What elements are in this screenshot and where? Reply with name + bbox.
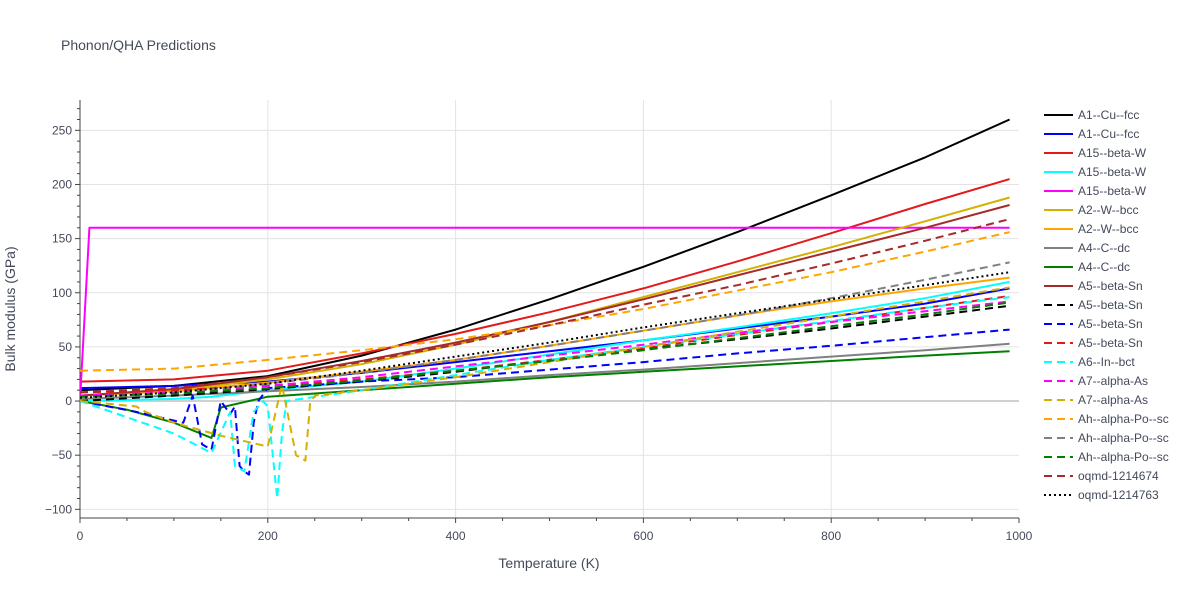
y-tick-label: 50 bbox=[59, 340, 73, 354]
legend-label[interactable]: A15--beta-W bbox=[1078, 165, 1147, 179]
series-line-4[interactable] bbox=[80, 226, 1010, 402]
y-tick-label: 200 bbox=[52, 177, 72, 191]
legend-label[interactable]: A4--C--dc bbox=[1078, 241, 1130, 255]
legend: A1--Cu--fcc A1--Cu--fcc A15--beta-W A15--be… bbox=[1044, 108, 1169, 502]
legend-label[interactable]: A5--beta-Sn bbox=[1078, 279, 1143, 293]
series-line-2[interactable] bbox=[80, 178, 1010, 383]
series-line-18[interactable] bbox=[80, 301, 1010, 398]
series-line-15[interactable] bbox=[80, 286, 1010, 462]
series-line-8[interactable] bbox=[80, 350, 1010, 439]
series-line-1[interactable] bbox=[80, 287, 1010, 390]
legend-label[interactable]: A6--In--bct bbox=[1078, 355, 1135, 369]
legend-label[interactable]: oqmd-1214763 bbox=[1078, 488, 1159, 502]
x-tick-label: 1000 bbox=[1006, 529, 1033, 543]
series-line-19[interactable] bbox=[80, 218, 1010, 394]
x-tick-label: 0 bbox=[77, 529, 84, 543]
y-axis-title: Bulk modulus (GPa) bbox=[2, 246, 18, 371]
series-line-14[interactable] bbox=[80, 300, 1010, 397]
x-tick-label: 200 bbox=[258, 529, 278, 543]
y-tick-label: 100 bbox=[52, 286, 72, 300]
legend-label[interactable]: A5--beta-Sn bbox=[1078, 317, 1143, 331]
legend-label[interactable]: A4--C--dc bbox=[1078, 260, 1130, 274]
legend-label[interactable]: A5--beta-Sn bbox=[1078, 336, 1143, 350]
legend-label[interactable]: A7--alpha-As bbox=[1078, 374, 1148, 388]
legend-label[interactable]: A5--beta-Sn bbox=[1078, 298, 1143, 312]
x-tick-label: 800 bbox=[821, 529, 841, 543]
y-tick-label: 0 bbox=[65, 394, 72, 408]
legend-label[interactable]: A2--W--bcc bbox=[1078, 203, 1138, 217]
series-group bbox=[80, 118, 1011, 500]
legend-label[interactable]: A1--Cu--fcc bbox=[1078, 108, 1139, 122]
axes: 0 200 400 600 800 1000 −100 −50 0 50 100 150 200 250 bbox=[45, 100, 1033, 543]
series-line-0[interactable] bbox=[80, 118, 1011, 392]
x-axis-title: Temperature (K) bbox=[498, 555, 599, 571]
legend-label[interactable]: oqmd-1214674 bbox=[1078, 469, 1159, 483]
legend-label[interactable]: Ah--alpha-Po--sc bbox=[1078, 450, 1169, 464]
y-tick-label: 250 bbox=[52, 123, 72, 137]
legend-label[interactable]: A1--Cu--fcc bbox=[1078, 127, 1139, 141]
series-line-11[interactable] bbox=[80, 328, 1010, 476]
legend-label[interactable]: A15--beta-W bbox=[1078, 146, 1147, 160]
x-tick-label: 600 bbox=[633, 529, 653, 543]
y-tick-label: −100 bbox=[45, 502, 72, 516]
series-line-13[interactable] bbox=[80, 296, 1010, 500]
y-tick-label: 150 bbox=[52, 232, 72, 246]
legend-label[interactable]: Ah--alpha-Po--sc bbox=[1078, 412, 1169, 426]
chart-title: Phonon/QHA Predictions bbox=[61, 37, 216, 53]
y-tick-label: −50 bbox=[52, 448, 73, 462]
series-line-3[interactable] bbox=[80, 280, 1010, 402]
series-line-7[interactable] bbox=[80, 342, 1010, 400]
legend-label[interactable]: A7--alpha-As bbox=[1078, 393, 1148, 407]
series-line-20[interactable] bbox=[80, 271, 1010, 399]
legend-label[interactable]: A15--beta-W bbox=[1078, 184, 1147, 198]
x-tick-label: 400 bbox=[446, 529, 466, 543]
legend-label[interactable]: Ah--alpha-Po--sc bbox=[1078, 431, 1169, 445]
legend-label[interactable]: A2--W--bcc bbox=[1078, 222, 1138, 236]
